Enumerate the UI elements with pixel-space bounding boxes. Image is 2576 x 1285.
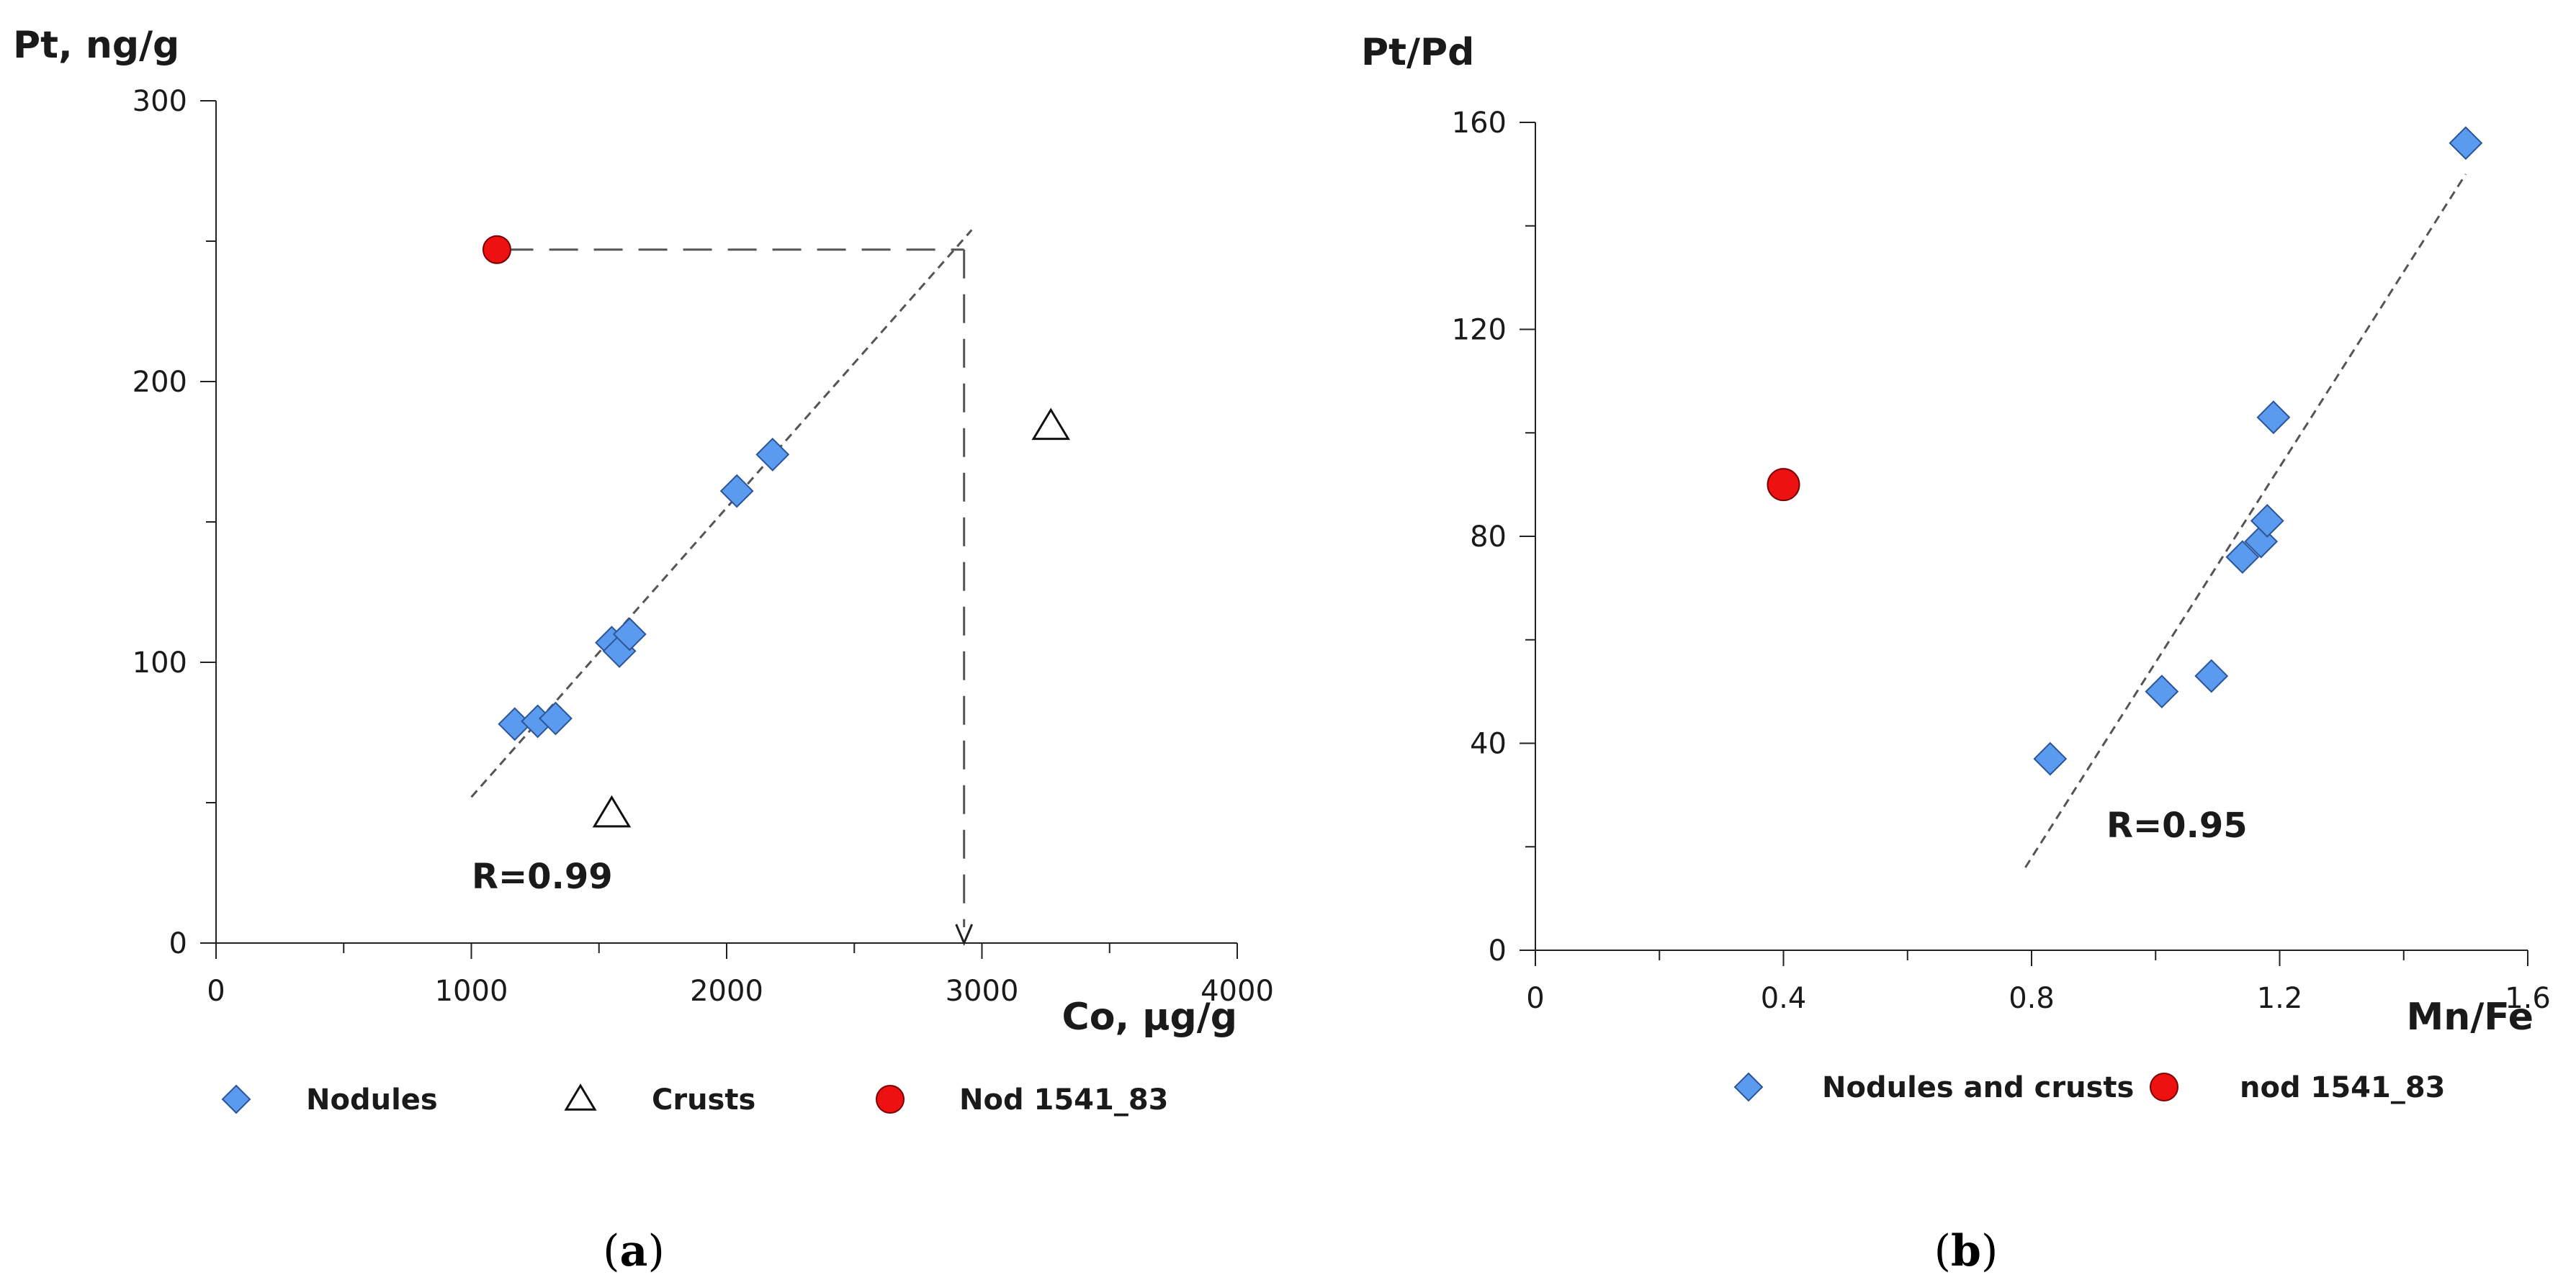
data-point-nodules [539, 701, 573, 736]
data-point-crusts [592, 795, 632, 828]
y-tick-label: 80 [1470, 520, 1507, 554]
correlation-annotation: R=0.99 [472, 857, 613, 897]
x-tick-label: 1.2 [2257, 982, 2303, 1015]
correlation-annotation: R=0.95 [2106, 806, 2248, 846]
data-point-crusts [1031, 407, 1071, 441]
y-tick-label: 100 [133, 646, 187, 680]
y-tick-label: 120 [1452, 314, 1507, 347]
data-point-nod-1541-83 [482, 235, 511, 264]
y-tick-label: 300 [133, 85, 187, 118]
data-point-nodules-and-crusts [2449, 126, 2483, 161]
y-tick-label: 0 [1489, 934, 1507, 968]
trendline [470, 229, 973, 798]
data-point-nodules-and-crusts [2225, 540, 2260, 574]
y-tick-label: 200 [133, 366, 187, 399]
guide-arrow-head [955, 924, 974, 946]
chart-a: 0 1000 2000 3000 4000 0 100 200 300 Co, µg/g Pt, n… [13, 24, 1274, 1276]
legend-label: Nodules and crusts [1822, 1071, 2134, 1104]
legend-marker [221, 1084, 251, 1114]
legend-label: Nod 1541_83 [959, 1083, 1169, 1117]
panel-label: (b) [1934, 1226, 1998, 1276]
data-point-nodules-and-crusts [2033, 741, 2068, 776]
trendline [2024, 173, 2467, 868]
y-tick-label: 40 [1470, 728, 1507, 761]
data-point-nodules [612, 617, 647, 651]
data-point-nodules [719, 474, 754, 508]
x-tick-label: 0 [1526, 982, 1544, 1015]
data-point-nodules-and-crusts [2256, 400, 2291, 435]
x-tick-label: 0.4 [1761, 982, 1807, 1015]
legend-label: Nodules [306, 1083, 438, 1117]
data-point-nod-1541-83 [1767, 468, 1800, 502]
y-axis-title: Pt/Pd [1361, 31, 1474, 74]
x-tick-label: 1.6 [2505, 982, 2551, 1015]
x-tick-label: 1000 [435, 975, 508, 1008]
chart-b: 0 0.4 0.8 1.2 1.6 0 40 80 120 160 Mn/Fe Pt/Pd R=0.95… [1361, 31, 2551, 1276]
x-tick-label: 3000 [946, 975, 1019, 1008]
legend-marker [564, 1083, 597, 1111]
x-axis-title: Mn/Fe [2407, 996, 2534, 1039]
y-axis-title: Pt, ng/g [13, 24, 179, 67]
legend-marker [1733, 1072, 1764, 1102]
y-tick-label: 160 [1452, 107, 1507, 140]
panel-label: (a) [603, 1226, 665, 1276]
x-tick-label: 0 [207, 975, 225, 1008]
legend-label: nod 1541_83 [2240, 1071, 2446, 1104]
x-tick-label: 0.8 [2009, 982, 2055, 1015]
x-tick-label: 2000 [690, 975, 763, 1008]
legend-marker [2150, 1073, 2178, 1101]
y-tick-label: 0 [169, 927, 187, 960]
data-point-nodules-and-crusts [2145, 675, 2179, 709]
x-axis-title: Co, µg/g [1062, 996, 1237, 1039]
data-point-nodules-and-crusts [2250, 504, 2284, 538]
data-point-nodules-and-crusts [2194, 659, 2229, 693]
legend-label: Crusts [652, 1083, 755, 1117]
data-point-nodules [755, 437, 790, 472]
x-tick-label: 4000 [1201, 975, 1274, 1008]
legend-marker [876, 1085, 905, 1114]
